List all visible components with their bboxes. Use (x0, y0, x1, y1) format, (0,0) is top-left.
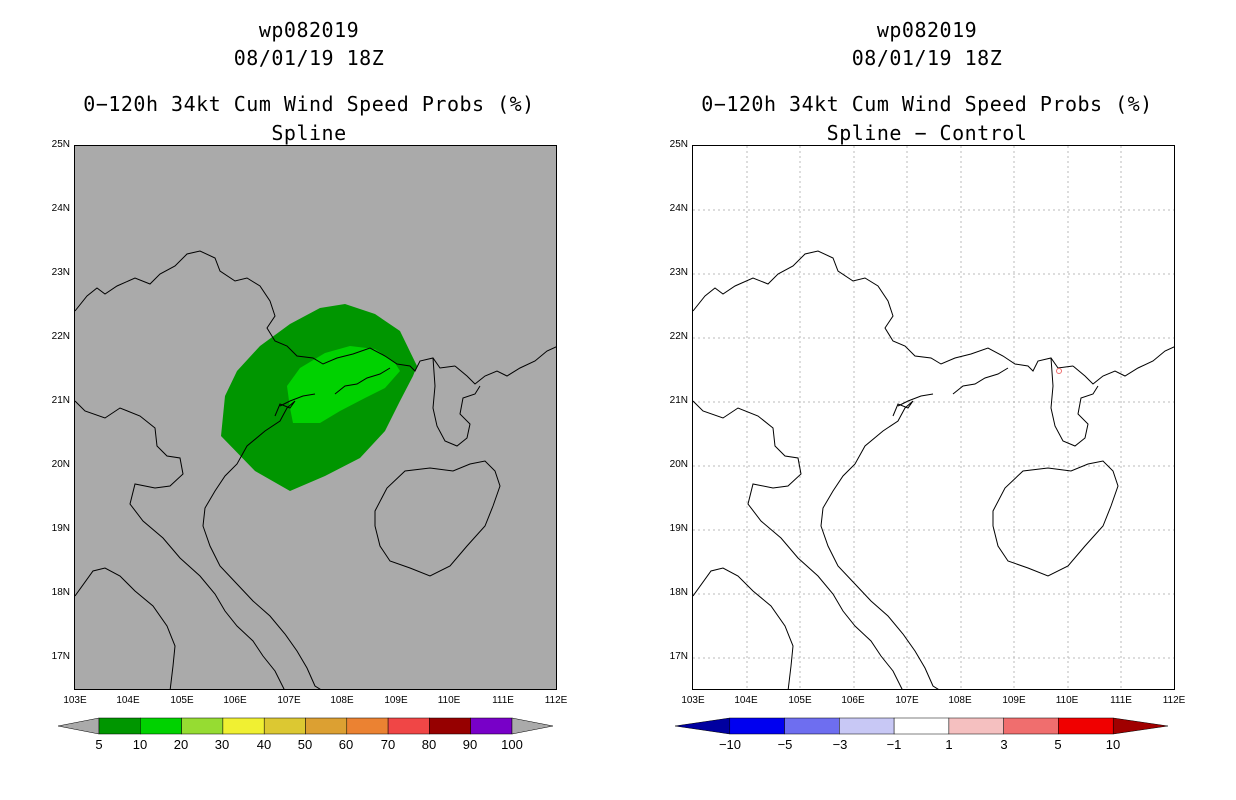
left-title-product: 0−120h 34kt Cum Wind Speed Probs (%) (83, 92, 535, 116)
lat-label: 19N (51, 523, 70, 534)
lon-label: 103E (681, 695, 705, 706)
lat-label: 18N (51, 587, 70, 598)
colorbar-over-arrow (1112, 717, 1169, 735)
colorbar-label: 30 (214, 737, 230, 752)
colorbar-label: 10 (132, 737, 148, 752)
colorbar-cell (1003, 717, 1059, 735)
lon-label: 105E (170, 695, 194, 706)
right-title-model: Spline − Control (826, 121, 1028, 145)
prob-contour-10 (287, 346, 400, 423)
lat-label: 21N (669, 395, 688, 406)
colorbar-cell (140, 717, 182, 735)
lat-label: 25N (669, 139, 688, 150)
lon-label: 109E (384, 695, 408, 706)
lat-label: 24N (669, 203, 688, 214)
lon-label: 111E (492, 695, 514, 706)
colorbar-cell (784, 717, 840, 735)
lon-label: 106E (841, 695, 865, 706)
lon-label: 112E (544, 695, 568, 706)
lat-label: 17N (669, 651, 688, 662)
right-title-date: 08/01/19 18Z (851, 46, 1003, 70)
lon-label: 108E (948, 695, 972, 706)
colorbar-label: −10 (718, 737, 742, 752)
colorbar-under-arrow (674, 717, 731, 735)
colorbar-cell (263, 717, 306, 735)
colorbar-label: 5 (1054, 737, 1062, 752)
right-panel: wp082019 08/01/19 18Z 0−120h 34kt Cum Wi… (618, 0, 1236, 800)
colorbar-cell (1058, 717, 1114, 735)
lon-label: 112E (1162, 695, 1186, 706)
lon-label: 107E (277, 695, 301, 706)
left-title-storm-id: wp082019 (258, 18, 360, 42)
lon-label: 108E (330, 695, 354, 706)
coastlines (693, 250, 1174, 689)
colorbar-label: 90 (462, 737, 478, 752)
colorbar-cell (470, 717, 513, 735)
colorbar-cell (98, 717, 141, 735)
lon-label: 110E (1055, 695, 1079, 706)
lat-label: 20N (51, 459, 70, 470)
colorbar-label: 70 (380, 737, 396, 752)
colorbar-label: 60 (338, 737, 354, 752)
colorbar-label: −5 (777, 737, 793, 752)
lon-label: 104E (116, 695, 140, 706)
colorbar-cell (729, 717, 785, 735)
lon-label: 104E (734, 695, 758, 706)
colorbar-cell (893, 717, 950, 735)
colorbar-cell (222, 717, 265, 735)
lat-label: 17N (51, 651, 70, 662)
colorbar-label: 80 (421, 737, 437, 752)
lat-label: 22N (51, 331, 70, 342)
probability-contours (221, 304, 417, 491)
right-map (692, 145, 1175, 690)
left-title-date: 08/01/19 18Z (233, 46, 385, 70)
colorbar-cell (181, 717, 224, 735)
lon-label: 105E (788, 695, 812, 706)
colorbar-label: −3 (832, 737, 848, 752)
lat-label: 22N (669, 331, 688, 342)
lon-label: 109E (1002, 695, 1026, 706)
lat-label: 18N (669, 587, 688, 598)
colorbar-label: 100 (501, 737, 523, 752)
lon-label: 110E (437, 695, 461, 706)
colorbar-cell (948, 717, 1004, 735)
lon-label: 107E (895, 695, 919, 706)
lon-label: 103E (63, 695, 87, 706)
lat-label: 20N (669, 459, 688, 470)
lon-label: 111E (1110, 695, 1132, 706)
lat-label: 24N (51, 203, 70, 214)
colorbar-label: 1 (945, 737, 953, 752)
left-panel: wp082019 08/01/19 18Z 0−120h 34kt Cum Wi… (51, 18, 568, 752)
colorbar-label: 50 (297, 737, 313, 752)
colorbar-cell (346, 717, 389, 735)
right-title-storm-id: wp082019 (876, 18, 978, 42)
lat-label: 23N (669, 267, 688, 278)
colorbar-label: 10 (1105, 737, 1121, 752)
colorbar-cell (839, 717, 895, 735)
lon-label: 106E (223, 695, 247, 706)
right-colorbar (674, 717, 1169, 735)
left-title-model: Spline (271, 121, 347, 145)
lat-label: 25N (51, 139, 70, 150)
colorbar-label: −1 (886, 737, 902, 752)
coastlines (75, 250, 556, 689)
right-title-product: 0−120h 34kt Cum Wind Speed Probs (%) (701, 92, 1153, 116)
left-colorbar (57, 717, 554, 735)
colorbar-over-arrow (511, 717, 554, 735)
colorbar-under-arrow (57, 717, 100, 735)
colorbar-label: 3 (1000, 737, 1008, 752)
colorbar-cell (429, 717, 471, 735)
lat-label: 23N (51, 267, 70, 278)
colorbar-label: 40 (256, 737, 272, 752)
lat-label: 19N (669, 523, 688, 534)
colorbar-label: 5 (95, 737, 103, 752)
colorbar-cell (305, 717, 348, 735)
lat-label: 21N (51, 395, 70, 406)
grid-lines (693, 146, 1174, 689)
colorbar-label: 20 (173, 737, 189, 752)
colorbar-cell (387, 717, 430, 735)
difference-marker (1056, 368, 1062, 374)
left-map (74, 145, 557, 690)
